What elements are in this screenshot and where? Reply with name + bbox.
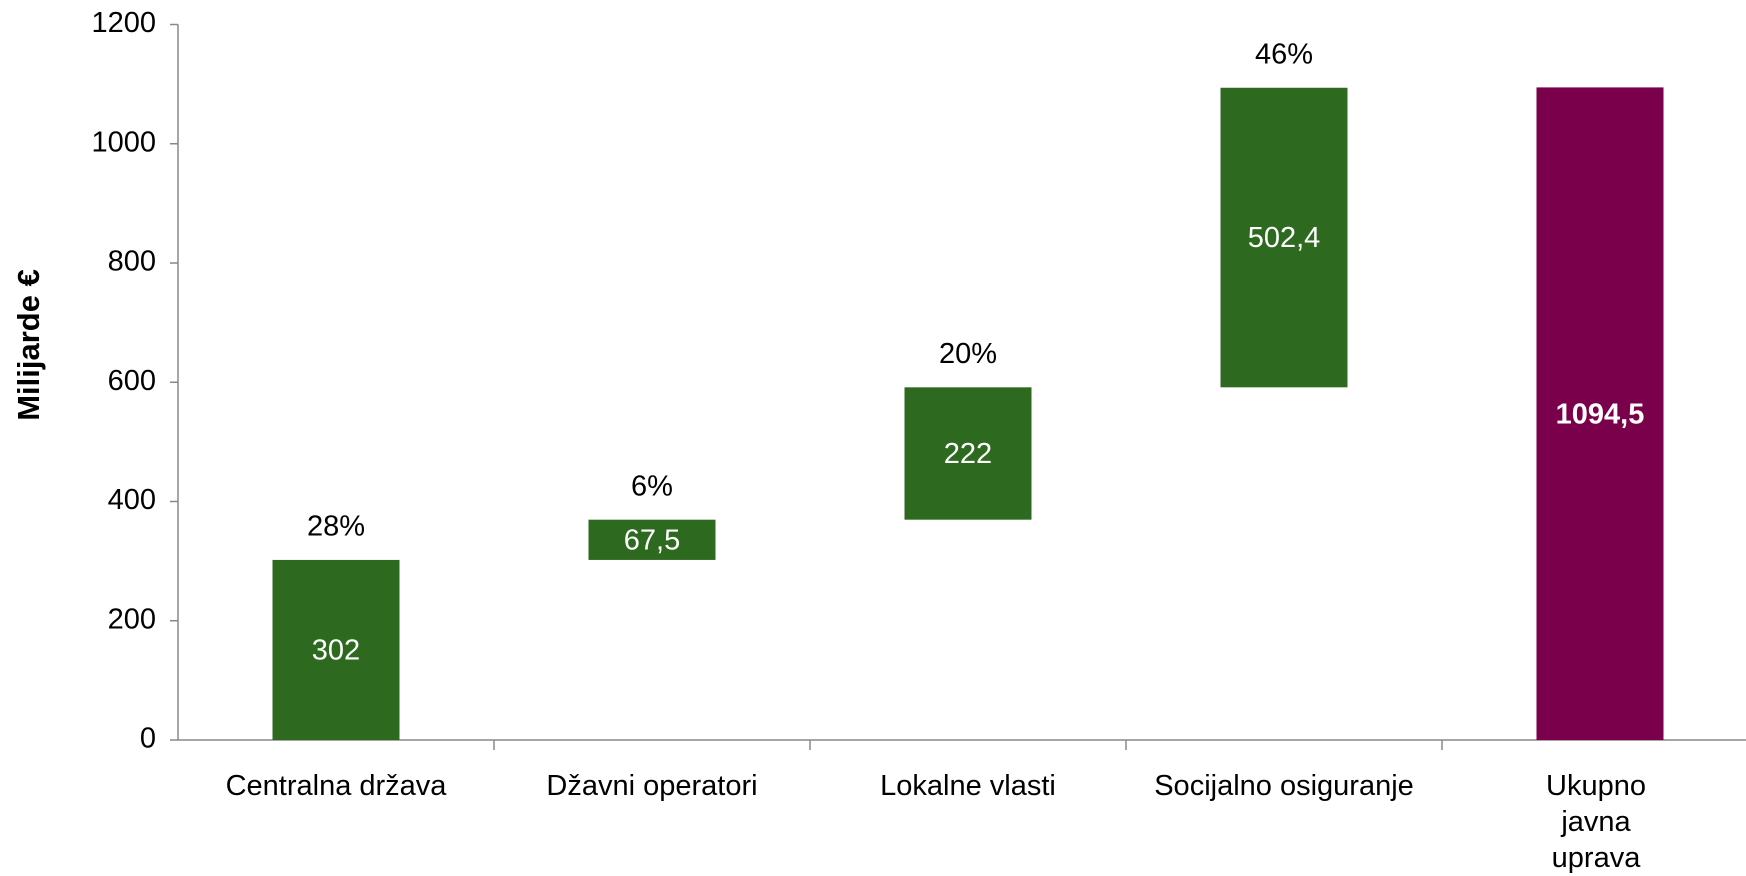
x-tick-label: Lokalne vlasti — [880, 770, 1056, 802]
x-tick-label: Socijalno osiguranje — [1154, 770, 1414, 802]
bar — [1220, 87, 1348, 388]
x-tick-label: Ukupno javna uprava — [1546, 770, 1646, 874]
percent-label: 6% — [631, 470, 673, 502]
value-label: 222 — [944, 438, 992, 470]
value-label: 1094,5 — [1556, 398, 1645, 430]
percent-label: 20% — [939, 338, 997, 370]
value-label: 502,4 — [1248, 222, 1321, 254]
y-tick-label: 1200 — [91, 7, 156, 39]
y-tick-label: 800 — [108, 246, 156, 278]
percent-label: 46% — [1255, 38, 1313, 70]
y-tick-label: 1000 — [91, 126, 156, 158]
bar — [1536, 87, 1664, 741]
bar — [588, 519, 716, 560]
y-tick-label: 0 — [140, 723, 156, 755]
x-tick-label: Centralna država — [225, 770, 447, 802]
y-tick-label: 600 — [108, 365, 156, 397]
percent-label: 28% — [307, 511, 365, 543]
x-tick-label: Džavni operatori — [546, 770, 758, 802]
bar — [904, 387, 1032, 520]
value-label: 302 — [312, 635, 360, 667]
y-tick-label: 400 — [108, 484, 156, 516]
bar — [272, 559, 400, 740]
value-label: 67,5 — [624, 524, 680, 556]
y-tick-label: 200 — [108, 603, 156, 635]
y-axis-label: Milijarde € — [11, 269, 46, 421]
